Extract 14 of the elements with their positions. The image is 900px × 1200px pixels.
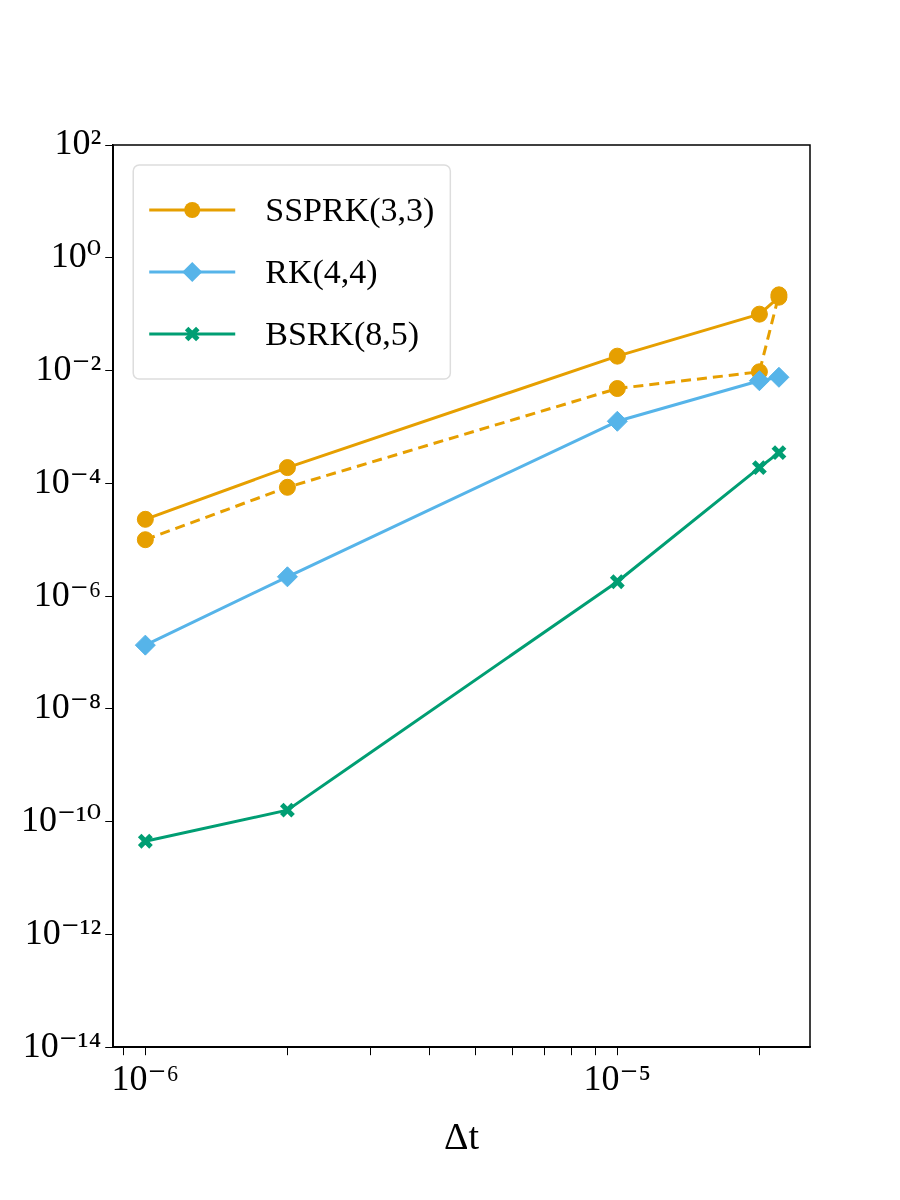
y-tick-label: 10⁻¹⁴ [22, 1024, 102, 1065]
y-tick-label: 10⁰ [50, 235, 102, 276]
y-tick-label: 10⁻² [35, 348, 102, 388]
y-tick-label: 10⁻⁸ [33, 686, 102, 727]
legend-label: BSRK(8,5) [265, 314, 420, 353]
y-tick-label: 10² [54, 122, 102, 163]
legend-label: RK(4,4) [265, 252, 378, 291]
y-tick-label: 10⁻⁶ [33, 573, 102, 614]
y-tick-label: 10⁻¹² [24, 911, 102, 952]
x-axis-title: Δt [444, 1115, 480, 1158]
y-tick-label: 10⁻¹⁰ [20, 799, 102, 840]
legend-label: SSPRK(3,3) [265, 190, 435, 229]
y-tick-label: 10⁻⁴ [33, 460, 102, 501]
x-tick-label: 10⁻⁵ [583, 1058, 652, 1099]
